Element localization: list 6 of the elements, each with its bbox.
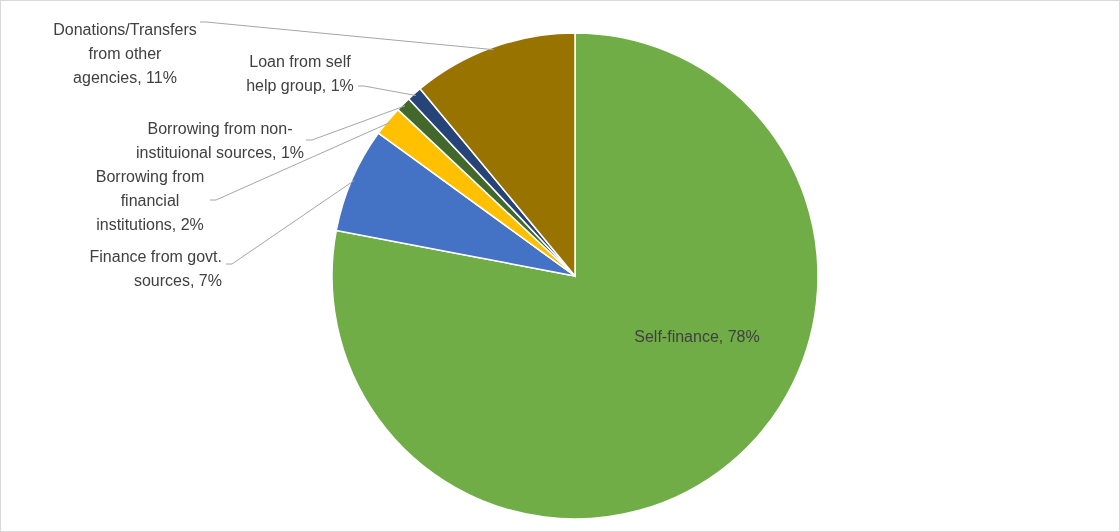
slice-label: Loan from self help group, 1% — [246, 53, 354, 95]
slice-label: Borrowing from financial institutions, 2% — [95, 168, 205, 234]
slice-label: Self-finance, 78% — [634, 328, 760, 346]
slice-label: Borrowing from non-instituional sources, 1% — [135, 120, 305, 162]
slice-label: Donations/Transfers from other agencies, 11% — [53, 21, 197, 87]
slice-label: Finance from govt. sources, 7% — [89, 248, 222, 290]
